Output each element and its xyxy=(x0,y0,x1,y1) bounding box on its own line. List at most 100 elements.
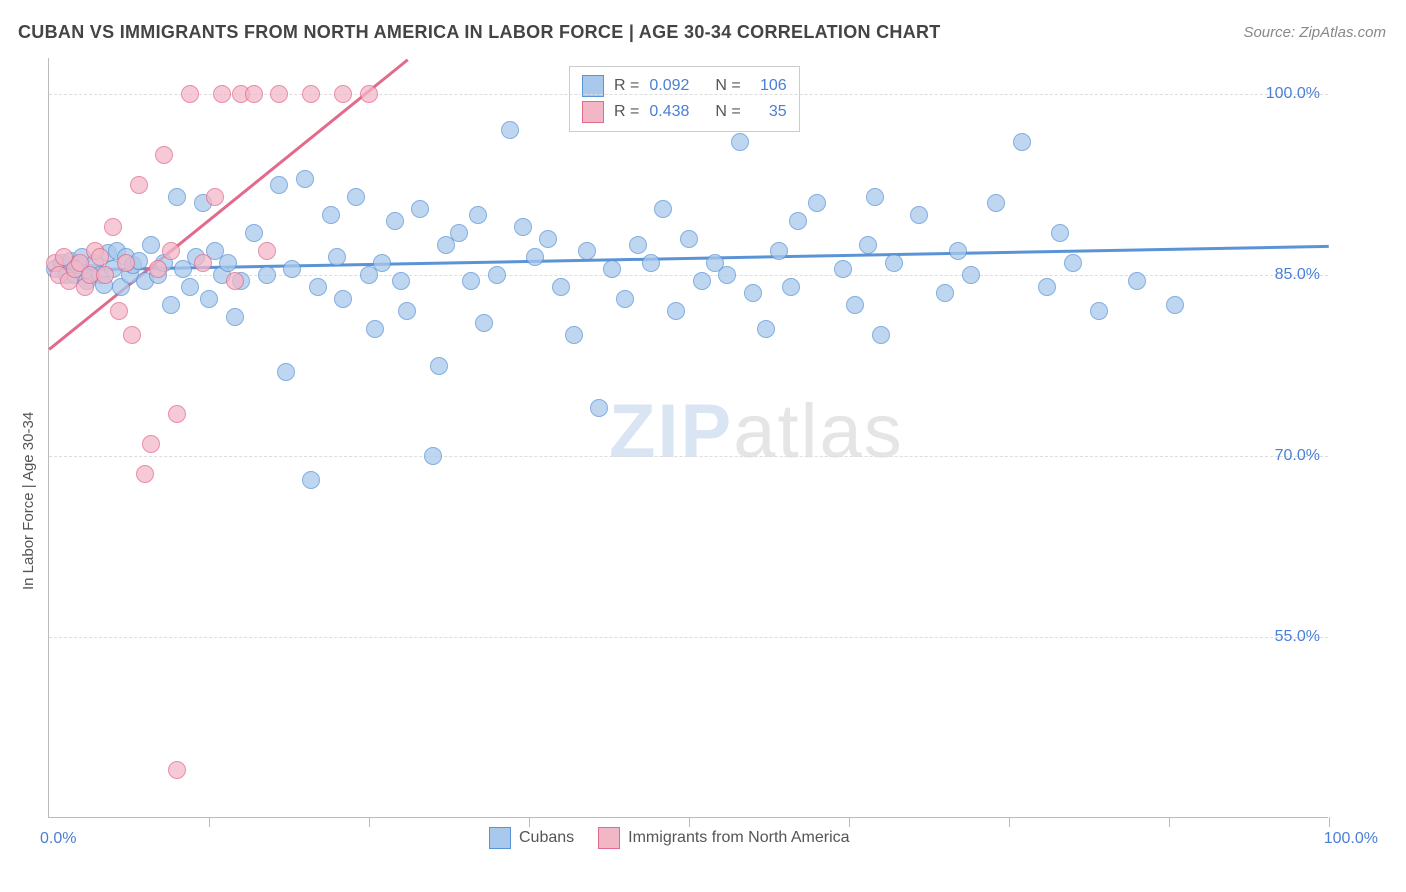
chart-container: CUBAN VS IMMIGRANTS FROM NORTH AMERICA I… xyxy=(0,0,1406,892)
data-point xyxy=(1013,133,1031,151)
legend-n-value: 35 xyxy=(751,103,787,121)
plot-area: ZIPatlas R =0.092N =106R =0.438N =35 Cub… xyxy=(48,58,1328,818)
watermark: ZIPatlas xyxy=(609,388,904,475)
data-point xyxy=(1090,302,1108,320)
data-point xyxy=(430,357,448,375)
data-point xyxy=(501,121,519,139)
data-point xyxy=(206,188,224,206)
data-point xyxy=(590,399,608,417)
data-point xyxy=(258,266,276,284)
data-point xyxy=(91,248,109,266)
trend-line xyxy=(49,245,1329,272)
x-tick xyxy=(689,817,690,827)
data-point xyxy=(475,314,493,332)
gridline-h xyxy=(49,637,1328,638)
y-tick-label: 100.0% xyxy=(1266,85,1320,103)
legend-swatch xyxy=(489,827,511,849)
data-point xyxy=(130,176,148,194)
x-axis-max-label: 100.0% xyxy=(1324,830,1378,848)
data-point xyxy=(859,236,877,254)
data-point xyxy=(1038,278,1056,296)
data-point xyxy=(962,266,980,284)
x-tick xyxy=(529,817,530,827)
x-tick xyxy=(369,817,370,827)
data-point xyxy=(277,363,295,381)
data-point xyxy=(328,248,346,266)
data-point xyxy=(987,194,1005,212)
watermark-atlas: atlas xyxy=(733,389,904,474)
legend-stats: R =0.092N =106R =0.438N =35 xyxy=(569,66,800,132)
legend-swatch xyxy=(582,101,604,123)
data-point xyxy=(411,200,429,218)
data-point xyxy=(462,272,480,290)
data-point xyxy=(488,266,506,284)
data-point xyxy=(398,302,416,320)
legend-series-item: Cubans xyxy=(489,827,574,849)
data-point xyxy=(219,254,237,272)
data-point xyxy=(770,242,788,260)
x-tick xyxy=(849,817,850,827)
chart-title: CUBAN VS IMMIGRANTS FROM NORTH AMERICA I… xyxy=(18,22,941,43)
data-point xyxy=(654,200,672,218)
data-point xyxy=(910,206,928,224)
data-point xyxy=(731,133,749,151)
data-point xyxy=(155,146,173,164)
legend-n-label: N = xyxy=(715,103,740,121)
watermark-zip: ZIP xyxy=(609,389,733,474)
data-point xyxy=(334,290,352,308)
legend-series-label: Immigrants from North America xyxy=(628,829,849,847)
data-point xyxy=(194,254,212,272)
legend-stats-row: R =0.438N =35 xyxy=(582,99,787,125)
legend-series-item: Immigrants from North America xyxy=(598,827,849,849)
data-point xyxy=(424,447,442,465)
data-point xyxy=(552,278,570,296)
data-point xyxy=(565,326,583,344)
y-axis-title: In Labor Force | Age 30-34 xyxy=(20,412,37,590)
data-point xyxy=(757,320,775,338)
data-point xyxy=(142,236,160,254)
data-point xyxy=(450,224,468,242)
data-point xyxy=(245,85,263,103)
legend-series: Cubans Immigrants from North America xyxy=(489,827,850,849)
data-point xyxy=(744,284,762,302)
data-point xyxy=(334,85,352,103)
data-point xyxy=(283,260,301,278)
data-point xyxy=(360,85,378,103)
data-point xyxy=(373,254,391,272)
data-point xyxy=(270,85,288,103)
data-point xyxy=(834,260,852,278)
data-point xyxy=(526,248,544,266)
source-label: Source: ZipAtlas.com xyxy=(1243,24,1386,41)
data-point xyxy=(885,254,903,272)
legend-r-label: R = xyxy=(614,77,639,95)
legend-n-value: 106 xyxy=(751,77,787,95)
data-point xyxy=(168,761,186,779)
data-point xyxy=(302,471,320,489)
data-point xyxy=(168,405,186,423)
data-point xyxy=(181,85,199,103)
data-point xyxy=(1064,254,1082,272)
data-point xyxy=(181,278,199,296)
data-point xyxy=(680,230,698,248)
legend-series-label: Cubans xyxy=(519,829,574,847)
data-point xyxy=(136,465,154,483)
data-point xyxy=(846,296,864,314)
data-point xyxy=(162,242,180,260)
data-point xyxy=(469,206,487,224)
data-point xyxy=(603,260,621,278)
y-tick-label: 55.0% xyxy=(1275,628,1320,646)
legend-swatch xyxy=(598,827,620,849)
data-point xyxy=(322,206,340,224)
data-point xyxy=(347,188,365,206)
data-point xyxy=(392,272,410,290)
data-point xyxy=(200,290,218,308)
data-point xyxy=(866,188,884,206)
x-axis-min-label: 0.0% xyxy=(40,830,76,848)
data-point xyxy=(539,230,557,248)
data-point xyxy=(514,218,532,236)
data-point xyxy=(782,278,800,296)
data-point xyxy=(616,290,634,308)
data-point xyxy=(142,435,160,453)
data-point xyxy=(1051,224,1069,242)
x-tick xyxy=(1329,817,1330,827)
